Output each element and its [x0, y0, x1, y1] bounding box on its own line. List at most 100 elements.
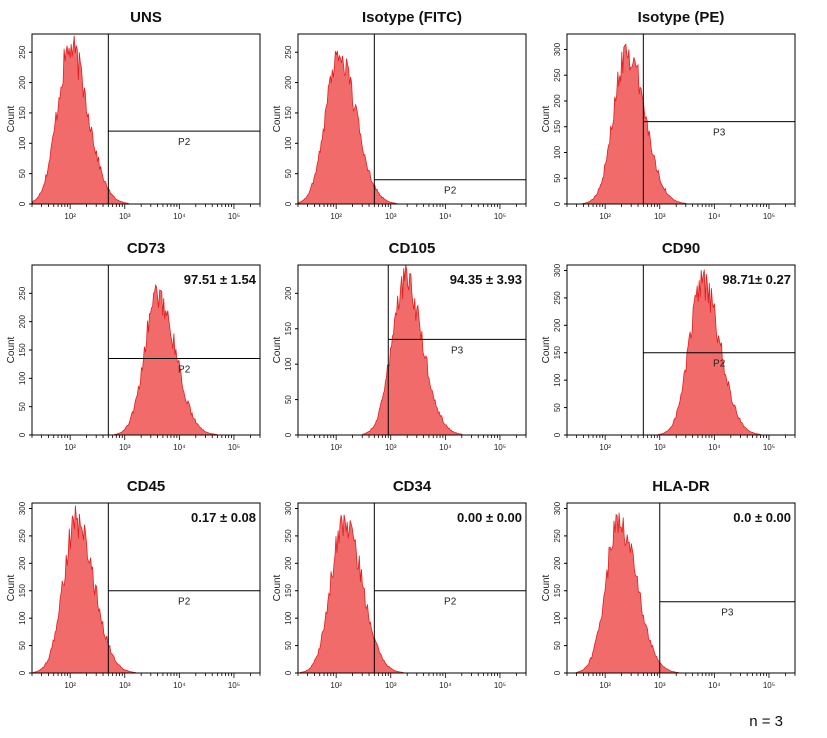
y-tick-label: 200 [284, 75, 293, 89]
y-tick-label: 250 [553, 529, 562, 543]
y-tick-label: 150 [553, 584, 562, 598]
x-tick-label: 10³ [654, 443, 666, 452]
y-tick-label: 300 [553, 501, 562, 515]
x-tick-label: 10⁵ [228, 681, 240, 690]
x-tick-label: 10³ [385, 681, 397, 690]
y-tick-label: 250 [18, 286, 27, 300]
x-tick-label: 10² [599, 681, 611, 690]
y-tick-label: 50 [284, 169, 293, 178]
x-tick-label: 10³ [385, 443, 397, 452]
x-tick-label: 10³ [119, 681, 131, 690]
x-tick-label: 10² [330, 212, 342, 221]
positive-percentage-label: 0.0 ± 0.00 [733, 510, 791, 525]
y-tick-label: 250 [18, 45, 27, 59]
y-axis-label: Count [6, 574, 17, 601]
y-axis-label: Count [272, 336, 283, 363]
y-tick-label: 300 [284, 501, 293, 515]
y-tick-label: 100 [553, 611, 562, 625]
panel-title: CD90 [662, 240, 700, 257]
y-tick-label: 50 [553, 173, 562, 182]
plot-frame [31, 502, 261, 674]
plot-frame [566, 264, 796, 436]
panel-title: CD73 [127, 240, 165, 257]
y-axis-label: Count [272, 574, 283, 601]
histogram-area [567, 512, 691, 674]
histogram-panel-4: CD73 P2 97.51 ± 1.54 0 50 100 150 200 250 Count 10… [6, 240, 261, 452]
y-tick-label: 150 [18, 584, 27, 598]
x-tick-label: 10⁵ [494, 443, 506, 452]
panel-title: CD105 [389, 240, 436, 257]
y-tick-label: 100 [284, 357, 293, 371]
y-axis-label: Count [6, 105, 17, 132]
y-tick-label: 100 [18, 371, 27, 385]
y-tick-label: 300 [553, 42, 562, 56]
sample-size-label: n = 3 [749, 713, 783, 730]
plot-frame [297, 33, 527, 205]
x-tick-label: 10⁴ [173, 681, 186, 690]
x-tick-label: 10⁵ [763, 443, 775, 452]
y-tick-label: 150 [553, 346, 562, 360]
y-tick-label: 150 [553, 120, 562, 134]
plot-frame [297, 264, 527, 436]
x-tick-label: 10⁵ [494, 681, 506, 690]
x-tick-label: 10⁵ [494, 212, 506, 221]
y-tick-label: 150 [18, 106, 27, 120]
y-tick-label: 100 [553, 145, 562, 159]
gate-label: P2 [444, 597, 457, 608]
histogram-panel-1: UNS P2 0 50 100 150 200 250 Count 10² 10³ 10⁴ 10⁵ [6, 9, 261, 221]
x-tick-label: 10³ [119, 212, 131, 221]
x-tick-label: 10⁴ [173, 443, 186, 452]
y-tick-label: 200 [18, 75, 27, 89]
y-tick-label: 200 [18, 314, 27, 328]
histogram-panel-5: CD105 P3 94.35 ± 3.93 0 50 100 150 200 Count 10² 1… [272, 240, 527, 452]
plot-frame [31, 33, 261, 205]
y-tick-label: 150 [284, 106, 293, 120]
y-tick-label: 0 [553, 432, 562, 437]
y-tick-label: 0 [18, 432, 27, 437]
gate-label: P2 [713, 359, 726, 370]
histogram-panel-7: CD45 P2 0.17 ± 0.08 0 50 100 150 200 250 300 Count… [6, 478, 261, 690]
y-axis-label: Count [272, 105, 283, 132]
y-tick-label: 150 [18, 343, 27, 357]
y-tick-label: 50 [18, 169, 27, 178]
panel-title: Isotype (PE) [638, 9, 725, 26]
y-axis-label: Count [6, 336, 17, 363]
y-tick-label: 250 [284, 45, 293, 59]
positive-percentage-label: 98.71± 0.27 [722, 272, 791, 287]
y-tick-label: 300 [18, 501, 27, 515]
histogram-area [298, 50, 410, 205]
y-axis-label: Count [541, 574, 552, 601]
gate-label: P2 [178, 597, 191, 608]
y-tick-label: 150 [284, 584, 293, 598]
panel-title: Isotype (FITC) [362, 9, 462, 26]
y-tick-label: 0 [553, 670, 562, 675]
plot-frame [297, 502, 527, 674]
y-axis-label: Count [541, 105, 552, 132]
y-tick-label: 100 [18, 611, 27, 625]
x-tick-label: 10⁵ [228, 443, 240, 452]
histogram-area [31, 505, 148, 674]
x-tick-label: 10² [599, 443, 611, 452]
x-tick-label: 10² [64, 443, 76, 452]
y-tick-label: 0 [284, 670, 293, 675]
y-tick-label: 200 [553, 556, 562, 570]
x-tick-label: 10⁴ [439, 443, 452, 452]
x-tick-label: 10⁴ [708, 681, 721, 690]
histogram-panel-2: Isotype (FITC) P2 0 50 100 150 200 250 Count 10² 1… [272, 9, 527, 221]
y-tick-label: 150 [284, 322, 293, 336]
x-tick-label: 10³ [654, 212, 666, 221]
x-tick-label: 10³ [385, 212, 397, 221]
y-tick-label: 100 [284, 611, 293, 625]
y-tick-label: 200 [553, 318, 562, 332]
y-axis-label: Count [541, 336, 552, 363]
positive-percentage-label: 0.00 ± 0.00 [457, 510, 522, 525]
histogram-panel-9: HLA-DR P3 0.0 ± 0.00 0 50 100 150 200 250 300 Coun… [541, 478, 796, 690]
gate-label: P2 [178, 365, 191, 376]
y-tick-label: 100 [18, 136, 27, 150]
histogram-panel-8: CD34 P2 0.00 ± 0.00 0 50 100 150 200 250 300 Count… [272, 478, 527, 690]
y-tick-label: 50 [553, 403, 562, 412]
y-tick-label: 100 [284, 136, 293, 150]
histogram-area [298, 514, 416, 674]
y-tick-label: 250 [553, 68, 562, 82]
y-tick-label: 200 [284, 556, 293, 570]
